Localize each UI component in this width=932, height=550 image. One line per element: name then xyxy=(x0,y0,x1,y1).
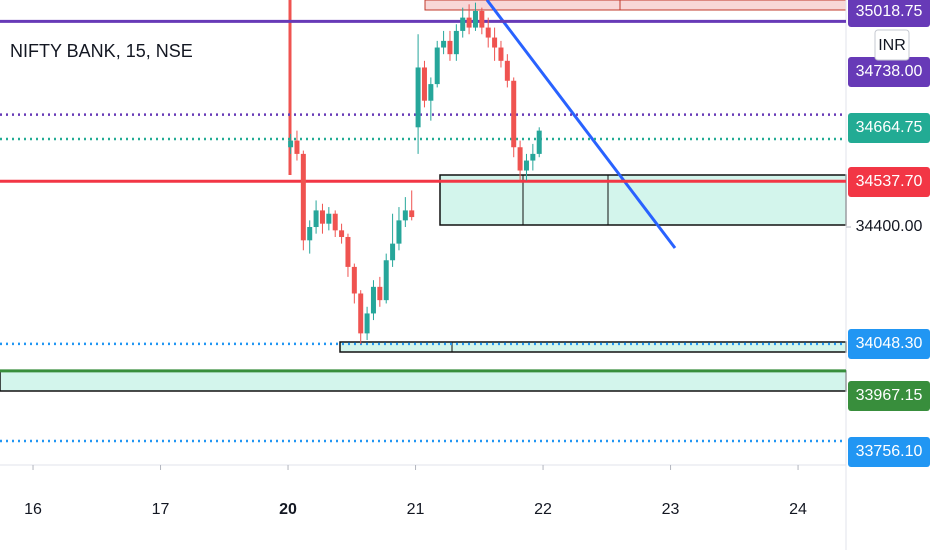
x-tick-label: 20 xyxy=(279,501,297,518)
demand-zone xyxy=(439,174,847,226)
price-label: 35018.75 xyxy=(856,3,923,20)
candle-body xyxy=(536,130,542,154)
candle-body xyxy=(345,236,351,267)
candle-body xyxy=(307,227,313,241)
x-tick-label: 17 xyxy=(152,501,170,518)
candle-body xyxy=(396,220,402,244)
price-label: 33967.15 xyxy=(856,387,923,404)
candle-body xyxy=(523,160,529,171)
candle-body xyxy=(530,153,536,161)
x-tick-label: 22 xyxy=(534,501,552,518)
candle-body xyxy=(428,84,434,101)
price-label-box xyxy=(848,437,930,467)
candle-body xyxy=(402,210,408,221)
candle-body xyxy=(313,210,319,228)
candle-body xyxy=(339,230,345,237)
candle-body xyxy=(447,40,453,55)
candle-body xyxy=(434,47,440,85)
price-label-box xyxy=(848,0,930,27)
candle-body xyxy=(294,140,300,154)
trend-line xyxy=(485,0,677,249)
currency-label: INR xyxy=(878,37,906,54)
price-label-box xyxy=(848,329,930,359)
candle-body xyxy=(492,37,498,48)
currency-badge[interactable] xyxy=(874,29,910,61)
candle-body xyxy=(351,266,357,294)
price-label-box xyxy=(848,57,930,87)
y-tick-label: 34400.00 xyxy=(856,218,923,235)
candle-body xyxy=(358,293,364,334)
candle-body xyxy=(466,17,472,28)
price-label: 34738.00 xyxy=(856,63,923,80)
candle-body xyxy=(332,213,338,231)
candle-body xyxy=(319,210,325,224)
candle-body xyxy=(370,286,376,314)
x-tick-label: 16 xyxy=(24,501,42,518)
candle-body xyxy=(504,60,510,81)
candle-body xyxy=(390,243,396,261)
symbol-title: NIFTY BANK, 15, NSE xyxy=(10,41,193,61)
price-label: 34048.30 xyxy=(856,335,923,352)
price-label: 34537.70 xyxy=(856,173,923,190)
candle-body xyxy=(498,47,504,61)
candle-body xyxy=(364,313,370,334)
candle-body xyxy=(485,27,491,38)
candle-body xyxy=(472,10,478,28)
candle-body xyxy=(421,67,427,101)
price-label: 33756.10 xyxy=(856,443,923,460)
price-label-box xyxy=(848,167,930,197)
candle-body xyxy=(479,10,485,28)
candle-body xyxy=(288,140,294,148)
candle-body xyxy=(415,67,421,128)
candle-body xyxy=(377,286,383,301)
price-label: 34664.75 xyxy=(856,119,923,136)
candle-body xyxy=(517,147,523,171)
candle-body xyxy=(383,260,389,301)
x-tick-label: 24 xyxy=(789,501,807,518)
candle-body xyxy=(300,153,306,241)
candle-body xyxy=(441,40,447,48)
x-tick-label: 21 xyxy=(407,501,425,518)
candle-body xyxy=(453,30,459,55)
candle-body xyxy=(511,80,517,148)
price-label-box xyxy=(848,113,930,143)
x-tick-label: 23 xyxy=(662,501,680,518)
demand-zone xyxy=(0,370,847,392)
candle-body xyxy=(326,213,332,224)
price-label-box xyxy=(848,381,930,411)
candle-body xyxy=(409,210,415,218)
candle-body xyxy=(460,17,466,31)
